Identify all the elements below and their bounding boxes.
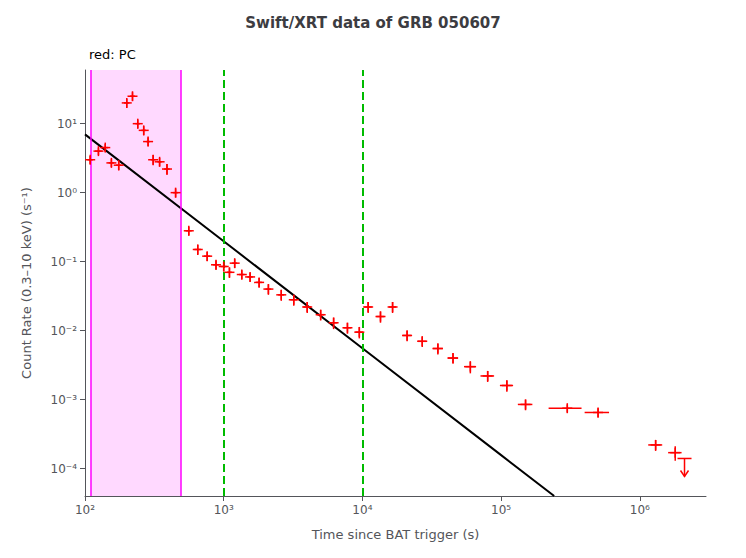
svg-text:Swift/XRT data of GRB 050607: Swift/XRT data of GRB 050607 [245,14,500,32]
svg-text:Time since BAT trigger (s): Time since BAT trigger (s) [311,527,480,542]
svg-text:10⁻⁴: 10⁻⁴ [51,462,78,476]
svg-text:10¹: 10¹ [57,117,77,131]
svg-text:10⁶: 10⁶ [630,503,650,517]
svg-text:10⁻²: 10⁻² [51,324,78,338]
svg-text:10⁻³: 10⁻³ [51,393,78,407]
svg-text:10⁴: 10⁴ [352,503,372,517]
svg-text:Count Rate (0.3–10 keV) (s⁻¹): Count Rate (0.3–10 keV) (s⁻¹) [19,187,34,379]
svg-text:10⁰: 10⁰ [57,186,77,200]
svg-text:10⁻¹: 10⁻¹ [51,255,78,269]
svg-text:10⁵: 10⁵ [491,503,511,517]
svg-text:10³: 10³ [214,503,234,517]
svg-text:red: PC: red: PC [89,47,136,62]
svg-text:10²: 10² [75,503,95,517]
